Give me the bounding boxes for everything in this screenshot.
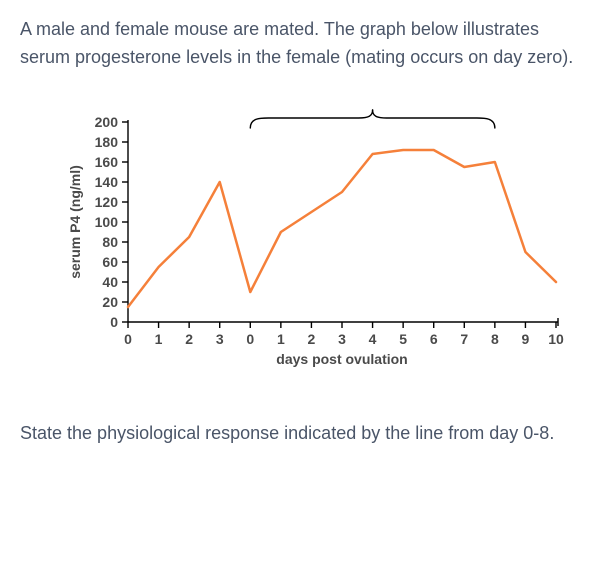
- svg-text:160: 160: [95, 154, 119, 170]
- svg-text:3: 3: [338, 331, 346, 347]
- svg-text:0: 0: [246, 331, 254, 347]
- svg-text:6: 6: [430, 331, 438, 347]
- svg-text:1: 1: [155, 331, 163, 347]
- svg-text:60: 60: [102, 254, 118, 270]
- svg-text:3: 3: [216, 331, 224, 347]
- svg-text:5: 5: [399, 331, 407, 347]
- svg-text:80: 80: [102, 234, 118, 250]
- svg-text:7: 7: [460, 331, 468, 347]
- svg-text:8: 8: [491, 331, 499, 347]
- svg-text:2: 2: [185, 331, 193, 347]
- svg-text:serum P4 (ng/ml): serum P4 (ng/ml): [67, 165, 83, 279]
- svg-text:days post ovulation: days post ovulation: [276, 351, 407, 367]
- svg-text:180: 180: [95, 134, 119, 150]
- svg-text:1: 1: [277, 331, 285, 347]
- svg-text:10: 10: [548, 331, 564, 347]
- svg-text:140: 140: [95, 174, 119, 190]
- svg-text:100: 100: [95, 214, 119, 230]
- svg-text:0: 0: [110, 314, 118, 330]
- svg-text:120: 120: [95, 194, 119, 210]
- svg-text:9: 9: [522, 331, 530, 347]
- svg-text:20: 20: [102, 294, 118, 310]
- progesterone-chart: 0 20 40 60 80 100 120 140 160 180 200 0 1 2 3 0 1 2 3 4 5 6 7 8…: [66, 100, 566, 380]
- question-prompt: State the physiological response indicat…: [20, 420, 583, 448]
- svg-text:2: 2: [308, 331, 316, 347]
- svg-text:4: 4: [369, 331, 377, 347]
- svg-text:200: 200: [95, 114, 119, 130]
- svg-text:40: 40: [102, 274, 118, 290]
- svg-text:0: 0: [124, 331, 132, 347]
- question-intro: A male and female mouse are mated. The g…: [20, 16, 583, 72]
